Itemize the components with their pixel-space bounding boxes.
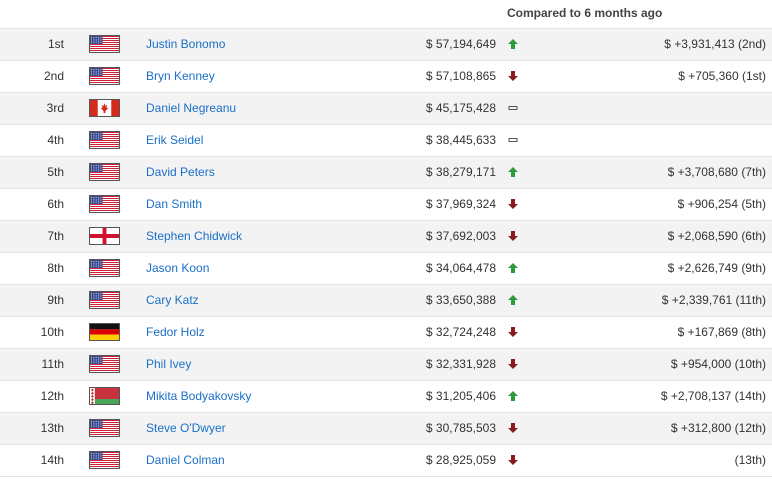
table-row: 11th Phil Ivey $ 32,331,928 $ +954,000 (… <box>0 348 772 380</box>
rankings-table: 1st Justin Bonomo $ 57,194,649 $ +3,931,… <box>0 28 772 477</box>
trend-down-icon <box>507 422 519 434</box>
trend-same-icon <box>507 102 519 114</box>
player-name-link[interactable]: Fedor Holz <box>146 325 205 339</box>
table-row: 8th Jason Koon $ 34,064,478 $ +2,626,749… <box>0 252 772 284</box>
table-row: 3rd Daniel Negreanu $ 45,175,428 <box>0 92 772 124</box>
player-name-link[interactable]: Mikita Bodyakovsky <box>146 389 252 403</box>
change-cell: $ +3,708,680 (7th) <box>667 165 766 179</box>
table-row: 12th Mikita Bodyakovsky $ 31,205,406 $ +… <box>0 380 772 412</box>
table-row: 13th Steve O'Dwyer $ 30,785,503 $ +312,8… <box>0 412 772 444</box>
change-cell: $ +3,931,413 (2nd) <box>664 37 766 51</box>
change-cell: $ +2,708,137 (14th) <box>660 389 766 403</box>
trend-up-icon <box>507 390 519 402</box>
table-row: 10th Fedor Holz $ 32,724,248 $ +167,869 … <box>0 316 772 348</box>
change-cell: $ +2,626,749 (9th) <box>667 261 766 275</box>
us-flag-icon <box>89 163 120 181</box>
trend-same-icon <box>507 134 519 146</box>
earnings-cell: $ 34,064,478 <box>425 261 496 275</box>
trend-down-icon <box>507 230 519 242</box>
trend-up-icon <box>507 262 519 274</box>
player-name-link[interactable]: Justin Bonomo <box>146 37 226 51</box>
compare-column-header: Compared to 6 months ago <box>507 6 663 20</box>
us-flag-icon <box>89 419 120 437</box>
earnings-cell: $ 28,925,059 <box>425 453 496 467</box>
us-flag-icon <box>89 259 120 277</box>
earnings-cell: $ 57,194,649 <box>425 37 496 51</box>
earnings-cell: $ 30,785,503 <box>425 421 496 435</box>
player-name-link[interactable]: David Peters <box>146 165 215 179</box>
us-flag-icon <box>89 291 120 309</box>
trend-down-icon <box>507 198 519 210</box>
rank-cell: 8th <box>47 261 64 275</box>
change-cell: $ +705,360 (1st) <box>678 69 766 83</box>
player-name-link[interactable]: Stephen Chidwick <box>146 229 243 243</box>
table-row: 7th Stephen Chidwick $ 37,692,003 $ +2,0… <box>0 220 772 252</box>
trend-up-icon <box>507 166 519 178</box>
player-name-link[interactable]: Steve O'Dwyer <box>146 421 226 435</box>
table-row: 9th Cary Katz $ 33,650,388 $ +2,339,761 … <box>0 284 772 316</box>
table-row: 4th Erik Seidel $ 38,445,633 <box>0 124 772 156</box>
earnings-cell: $ 32,331,928 <box>425 357 496 371</box>
change-cell: $ +906,254 (5th) <box>677 197 766 211</box>
rank-cell: 7th <box>47 229 64 243</box>
us-flag-icon <box>89 67 120 85</box>
earnings-cell: $ 38,279,171 <box>425 165 496 179</box>
trend-up-icon <box>507 38 519 50</box>
player-name-link[interactable]: Cary Katz <box>146 293 199 307</box>
earnings-cell: $ 32,724,248 <box>425 325 496 339</box>
earnings-cell: $ 33,650,388 <box>425 293 496 307</box>
change-cell: (13th) <box>734 453 766 467</box>
trend-up-icon <box>507 294 519 306</box>
us-flag-icon <box>89 131 120 149</box>
us-flag-icon <box>89 35 120 53</box>
rank-cell: 10th <box>40 325 64 339</box>
germany-flag-icon <box>89 323 120 341</box>
england-flag-icon <box>89 227 120 245</box>
trend-down-icon <box>507 454 519 466</box>
table-header: Compared to 6 months ago <box>0 0 772 28</box>
us-flag-icon <box>89 195 120 213</box>
player-name-link[interactable]: Bryn Kenney <box>146 69 215 83</box>
earnings-cell: $ 45,175,428 <box>425 101 496 115</box>
earnings-cell: $ 31,205,406 <box>425 389 496 403</box>
earnings-cell: $ 38,445,633 <box>425 133 496 147</box>
rank-cell: 4th <box>47 133 64 147</box>
rank-cell: 11th <box>41 357 64 371</box>
us-flag-icon <box>89 451 120 469</box>
rank-cell: 5th <box>47 165 64 179</box>
table-row: 1st Justin Bonomo $ 57,194,649 $ +3,931,… <box>0 28 772 60</box>
rank-cell: 2nd <box>43 69 64 83</box>
table-row: 6th Dan Smith $ 37,969,324 $ +906,254 (5… <box>0 188 772 220</box>
player-name-link[interactable]: Phil Ivey <box>146 357 192 371</box>
trend-down-icon <box>507 70 519 82</box>
belarus-flag-icon <box>89 387 120 405</box>
rank-cell: 6th <box>47 197 64 211</box>
change-cell: $ +167,869 (8th) <box>677 325 766 339</box>
change-cell: $ +312,800 (12th) <box>670 421 766 435</box>
trend-down-icon <box>507 358 519 370</box>
change-cell: $ +2,068,590 (6th) <box>667 229 766 243</box>
change-cell: $ +2,339,761 (11th) <box>661 293 766 307</box>
earnings-cell: $ 57,108,865 <box>425 69 496 83</box>
player-name-link[interactable]: Daniel Colman <box>146 453 225 467</box>
player-name-link[interactable]: Daniel Negreanu <box>146 101 237 115</box>
player-name-link[interactable]: Dan Smith <box>146 197 203 211</box>
player-name-link[interactable]: Erik Seidel <box>146 133 204 147</box>
earnings-cell: $ 37,969,324 <box>425 197 496 211</box>
canada-flag-icon <box>89 99 120 117</box>
us-flag-icon <box>89 355 120 373</box>
rank-cell: 12th <box>40 389 64 403</box>
rank-cell: 9th <box>47 293 64 307</box>
earnings-cell: $ 37,692,003 <box>425 229 496 243</box>
rank-cell: 1st <box>47 37 64 51</box>
rank-cell: 14th <box>40 453 64 467</box>
table-row: 5th David Peters $ 38,279,171 $ +3,708,6… <box>0 156 772 188</box>
player-name-link[interactable]: Jason Koon <box>146 261 210 275</box>
table-row: 2nd Bryn Kenney $ 57,108,865 $ +705,360 … <box>0 60 772 92</box>
rank-cell: 13th <box>40 421 64 435</box>
table-row: 14th Daniel Colman $ 28,925,059 (13th) <box>0 444 772 477</box>
change-cell: $ +954,000 (10th) <box>670 357 766 371</box>
trend-down-icon <box>507 326 519 338</box>
rank-cell: 3rd <box>46 101 64 115</box>
